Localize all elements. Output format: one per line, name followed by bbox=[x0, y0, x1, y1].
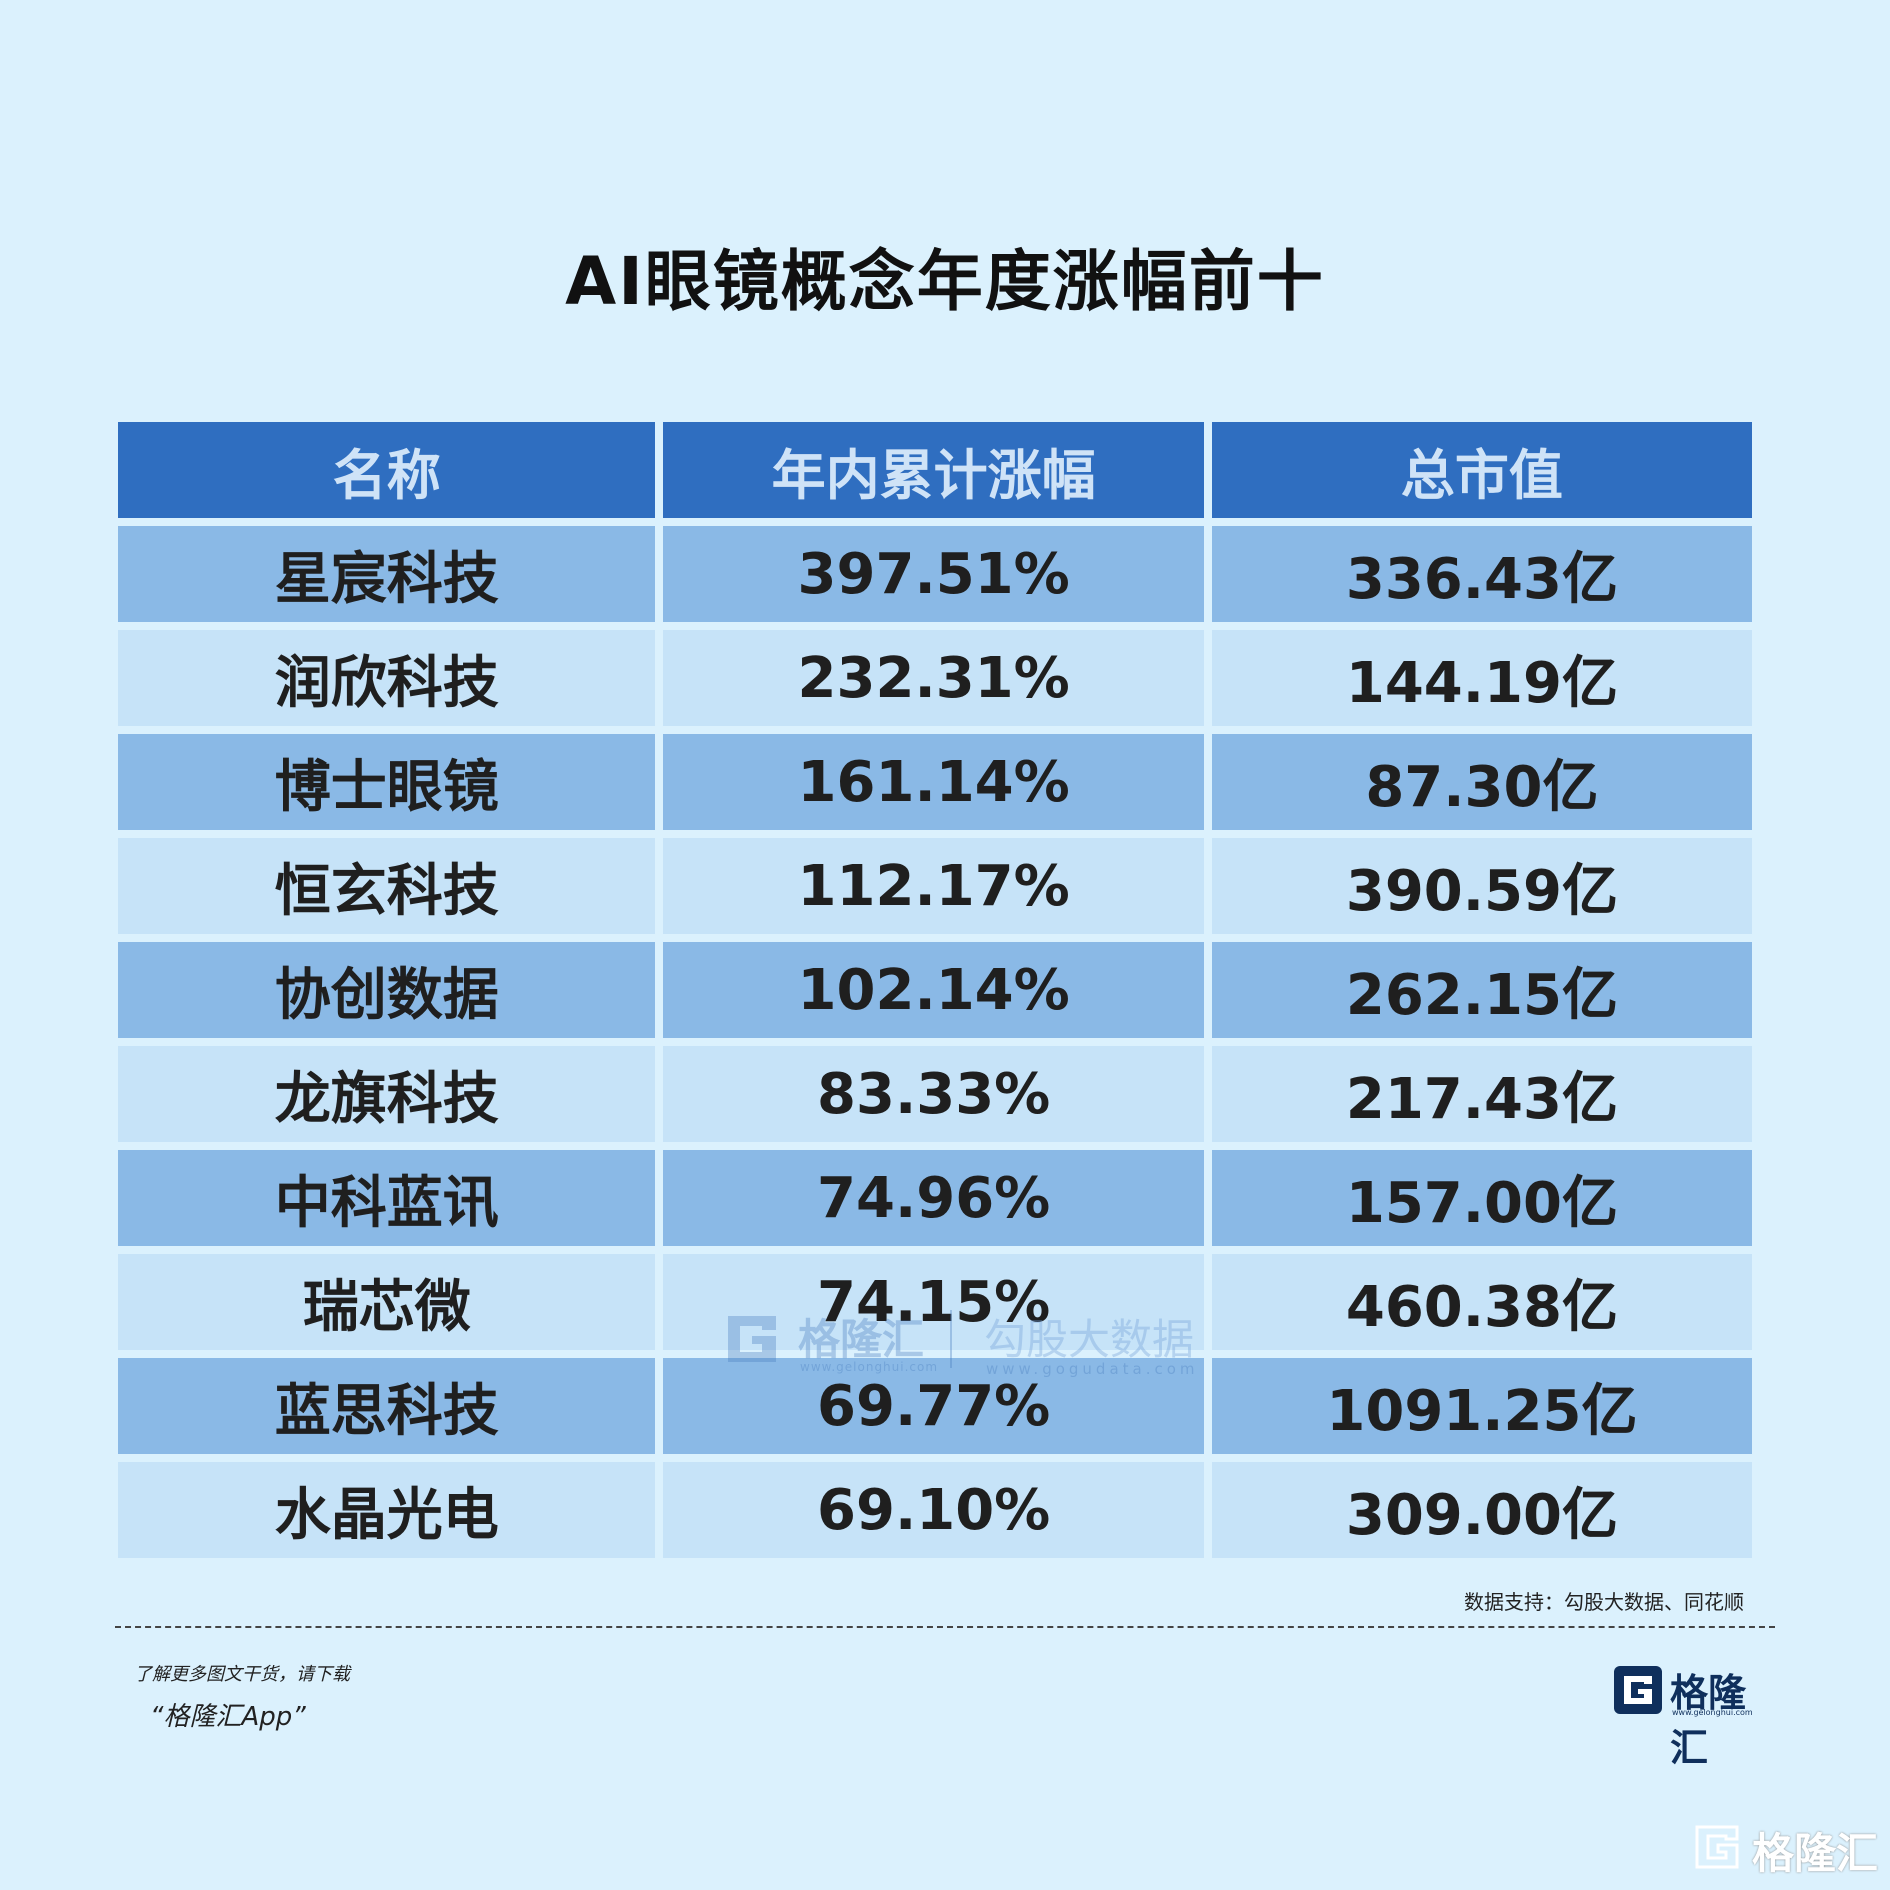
promo-text: 了解更多图文干货，请下载 bbox=[134, 1664, 350, 1685]
gain-cell: 161.14% bbox=[663, 734, 1204, 830]
gelonghui-logo-icon bbox=[1695, 1825, 1739, 1869]
gain-cell: 69.10% bbox=[663, 1462, 1204, 1558]
column-header-name: 名称 bbox=[118, 422, 656, 518]
ranking-table: 名称 年内累计涨幅 总市值 星宸科技 397.51% 336.43亿 润欣科技 … bbox=[110, 414, 1760, 1566]
gain-cell: 69.77% bbox=[663, 1358, 1204, 1454]
table-row: 龙旗科技 83.33% 217.43亿 bbox=[118, 1046, 1752, 1142]
market-cap-cell: 460.38亿 bbox=[1211, 1254, 1752, 1350]
stock-name-cell: 协创数据 bbox=[118, 942, 656, 1038]
market-cap-cell: 1091.25亿 bbox=[1211, 1358, 1752, 1454]
table-header-row: 名称 年内累计涨幅 总市值 bbox=[118, 422, 1752, 518]
brand-logo-url: www.gelonghui.com bbox=[1672, 1708, 1753, 1717]
page-title: AI眼镜概念年度涨幅前十 bbox=[565, 243, 1325, 320]
gain-cell: 397.51% bbox=[663, 526, 1204, 622]
data-source-note: 数据支持：勾股大数据、同花顺 bbox=[1464, 1590, 1744, 1614]
table-row: 协创数据 102.14% 262.15亿 bbox=[118, 942, 1752, 1038]
column-header-gain: 年内累计涨幅 bbox=[663, 422, 1204, 518]
stock-name-cell: 恒玄科技 bbox=[118, 838, 656, 934]
table-row: 博士眼镜 161.14% 87.30亿 bbox=[118, 734, 1752, 830]
market-cap-cell: 262.15亿 bbox=[1211, 942, 1752, 1038]
brand-logo-name: 格隆汇 bbox=[1670, 1671, 1747, 1770]
corner-logo-name: 格隆汇 bbox=[1752, 1829, 1879, 1878]
stock-name-cell: 中科蓝讯 bbox=[118, 1150, 656, 1246]
stock-name-cell: 龙旗科技 bbox=[118, 1046, 656, 1142]
table-row: 蓝思科技 69.77% 1091.25亿 bbox=[118, 1358, 1752, 1454]
stock-name-cell: 水晶光电 bbox=[118, 1462, 656, 1558]
column-header-market-cap: 总市值 bbox=[1211, 422, 1752, 518]
dashed-divider bbox=[115, 1626, 1775, 1628]
gain-cell: 102.14% bbox=[663, 942, 1204, 1038]
stock-name-cell: 星宸科技 bbox=[118, 526, 656, 622]
stock-name-cell: 瑞芯微 bbox=[118, 1254, 656, 1350]
table-row: 星宸科技 397.51% 336.43亿 bbox=[118, 526, 1752, 622]
market-cap-cell: 144.19亿 bbox=[1211, 630, 1752, 726]
gain-cell: 74.15% bbox=[663, 1254, 1204, 1350]
table-row: 瑞芯微 74.15% 460.38亿 bbox=[118, 1254, 1752, 1350]
gain-cell: 74.96% bbox=[663, 1150, 1204, 1246]
market-cap-cell: 87.30亿 bbox=[1211, 734, 1752, 830]
market-cap-cell: 390.59亿 bbox=[1211, 838, 1752, 934]
market-cap-cell: 157.00亿 bbox=[1211, 1150, 1752, 1246]
gain-cell: 112.17% bbox=[663, 838, 1204, 934]
gain-cell: 232.31% bbox=[663, 630, 1204, 726]
market-cap-cell: 217.43亿 bbox=[1211, 1046, 1752, 1142]
promo-app-name: “格隆汇App” bbox=[150, 1702, 306, 1732]
gain-cell: 83.33% bbox=[663, 1046, 1204, 1142]
market-cap-cell: 336.43亿 bbox=[1211, 526, 1752, 622]
table-row: 恒玄科技 112.17% 390.59亿 bbox=[118, 838, 1752, 934]
gelonghui-logo-icon bbox=[1614, 1666, 1662, 1714]
stock-name-cell: 蓝思科技 bbox=[118, 1358, 656, 1454]
brand-logo: 格隆汇 www.gelonghui.com bbox=[1614, 1664, 1774, 1770]
table-row: 润欣科技 232.31% 144.19亿 bbox=[118, 630, 1752, 726]
table-row: 水晶光电 69.10% 309.00亿 bbox=[118, 1462, 1752, 1558]
corner-watermark-logo: 格隆汇 bbox=[1692, 1816, 1882, 1880]
market-cap-cell: 309.00亿 bbox=[1211, 1462, 1752, 1558]
table-row: 中科蓝讯 74.96% 157.00亿 bbox=[118, 1150, 1752, 1246]
stock-name-cell: 润欣科技 bbox=[118, 630, 656, 726]
stock-name-cell: 博士眼镜 bbox=[118, 734, 656, 830]
